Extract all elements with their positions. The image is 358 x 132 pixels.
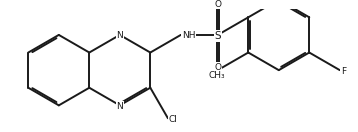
Text: N: N (116, 102, 123, 111)
Text: F: F (341, 67, 346, 76)
Text: N: N (116, 31, 123, 40)
Text: CH₃: CH₃ (209, 71, 225, 80)
Text: O: O (214, 63, 221, 72)
Text: O: O (214, 0, 221, 9)
Text: Cl: Cl (169, 115, 178, 124)
Text: NH: NH (182, 31, 195, 40)
Text: S: S (214, 31, 221, 41)
